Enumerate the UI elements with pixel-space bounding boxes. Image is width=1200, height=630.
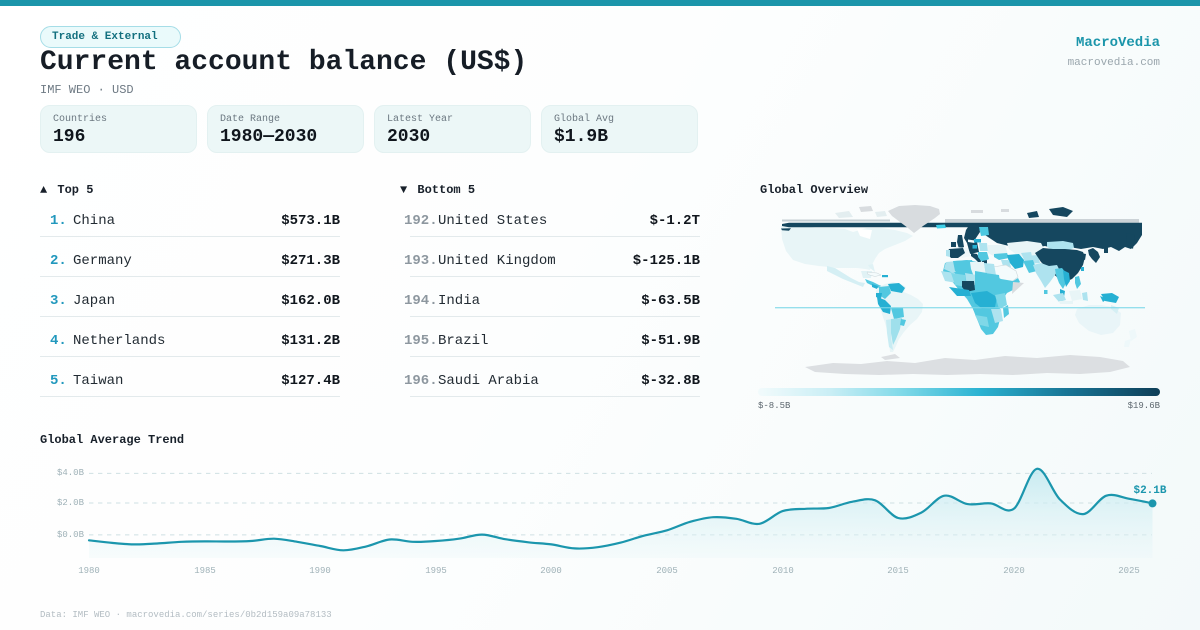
svg-text:$2.1B: $2.1B: [1133, 485, 1166, 497]
